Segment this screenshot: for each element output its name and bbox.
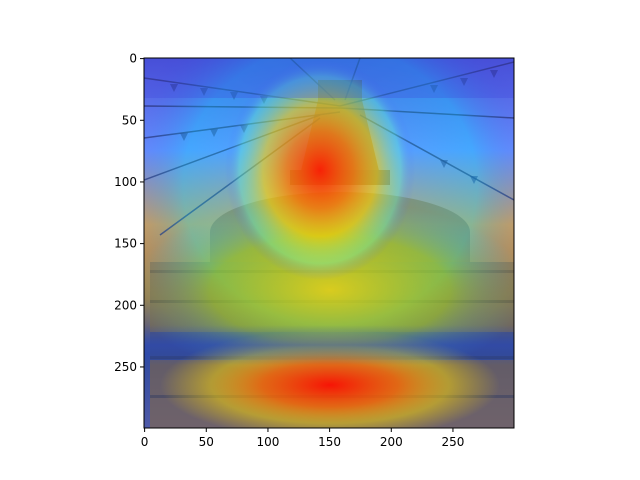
x-axis-ticks: 0 50 100 150 200 250 [141,428,464,449]
x-tick-label: 150 [318,435,341,449]
y-axis-ticks: 0 50 100 150 200 250 [114,52,144,374]
y-tick-label: 50 [122,113,137,127]
x-tick-label: 100 [256,435,279,449]
axes-frame [143,57,515,429]
heatmap-overlay [144,58,514,428]
x-tick-label: 250 [441,435,464,449]
y-tick-label: 0 [129,52,137,66]
y-tick-label: 200 [114,298,137,312]
x-tick-label: 0 [141,435,149,449]
x-tick-label: 50 [199,435,214,449]
y-tick-label: 150 [114,237,137,251]
y-tick-label: 100 [114,175,137,189]
x-tick-label: 200 [380,435,403,449]
heatmap-image [144,58,514,428]
y-tick-label: 250 [114,360,137,374]
